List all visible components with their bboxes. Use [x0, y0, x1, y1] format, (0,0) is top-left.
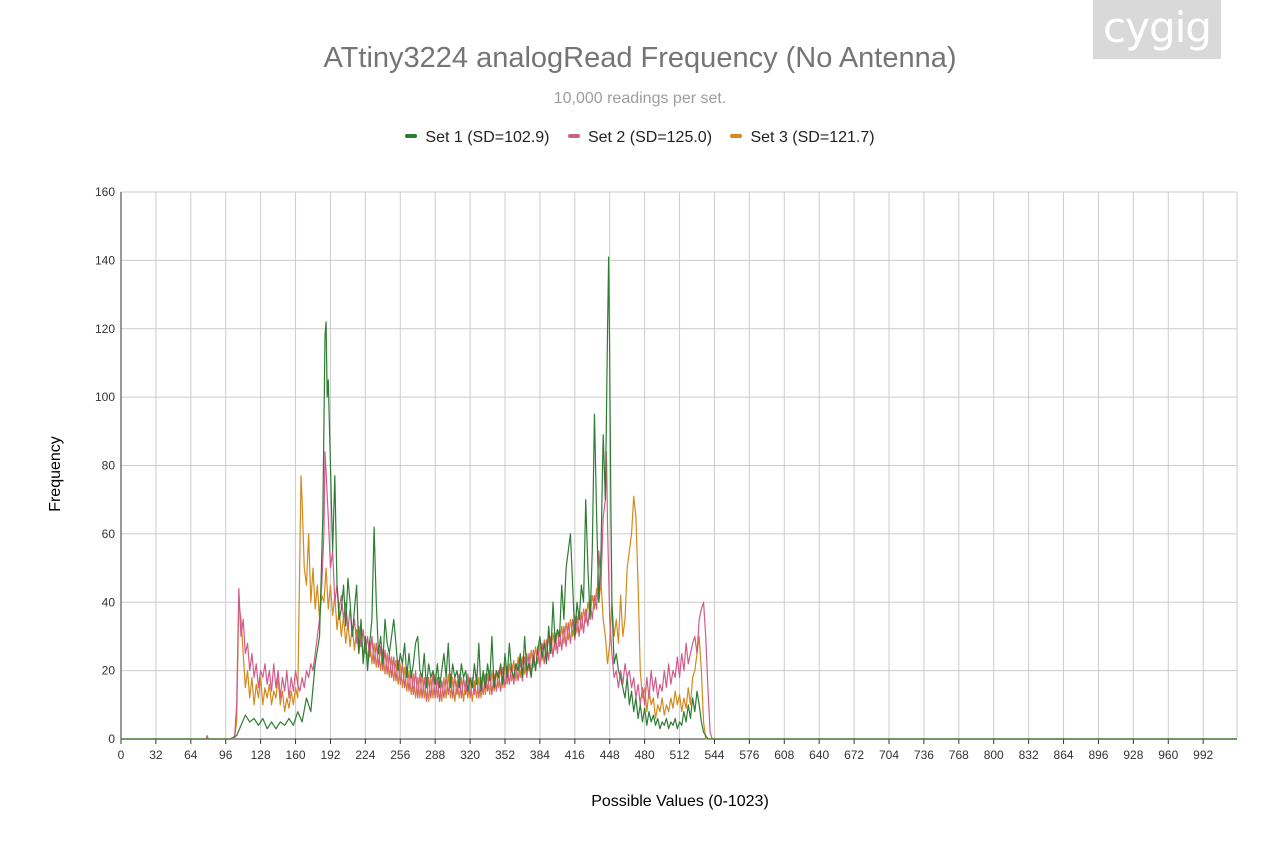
y-tick-label: 80	[102, 459, 116, 473]
x-tick-label: 64	[184, 748, 198, 762]
legend-swatch	[405, 133, 418, 138]
x-tick-label: 96	[219, 748, 233, 762]
legend-item-set-3[interactable]: Set 3 (SD=121.7)	[730, 129, 875, 147]
x-tick-label: 0	[118, 748, 125, 762]
series-line-set-2	[121, 451, 1237, 740]
x-tick-label: 160	[286, 748, 306, 762]
x-tick-label: 512	[670, 748, 690, 762]
x-tick-label: 416	[565, 748, 585, 762]
chart-legend: Set 1 (SD=102.9) Set 2 (SD=125.0) Set 3 …	[0, 129, 1280, 147]
x-tick-label: 192	[320, 748, 340, 762]
legend-swatch	[567, 133, 580, 138]
x-tick-label: 640	[809, 748, 829, 762]
x-tick-label: 384	[530, 748, 550, 762]
x-tick-label: 672	[844, 748, 864, 762]
x-axis-label: Possible Values (0-1023)	[591, 793, 769, 810]
legend-label: Set 3 (SD=121.7)	[750, 129, 875, 146]
grid-lines	[121, 191, 1238, 739]
y-tick-label: 120	[95, 322, 115, 336]
x-tick-label: 544	[704, 748, 724, 762]
y-tick-label: 100	[95, 390, 115, 404]
series-line-set-1	[121, 256, 1237, 740]
x-tick-label: 928	[1123, 748, 1143, 762]
y-tick-label: 60	[102, 527, 116, 541]
axes: 0 32 64 96 128 160 192 224 256 288 320 352 384 416 448…	[95, 185, 1237, 762]
series-lines	[121, 256, 1237, 740]
y-tick-label: 40	[102, 595, 116, 609]
x-tick-label: 864	[1054, 748, 1074, 762]
chart-title: ATtiny3224 analogRead Frequency (No Ante…	[323, 42, 957, 74]
x-tick-label: 832	[1019, 748, 1039, 762]
x-tick-label: 320	[460, 748, 480, 762]
legend-label: Set 2 (SD=125.0)	[587, 129, 713, 146]
x-tick-label: 608	[774, 748, 794, 762]
series-line-set-3	[121, 475, 1237, 740]
y-tick-label: 20	[102, 664, 116, 678]
y-tick-label: 140	[95, 253, 115, 267]
y-tick-label: 160	[95, 185, 115, 199]
legend-item-set-1[interactable]: Set 1 (SD=102.9)	[405, 129, 550, 147]
x-tick-label: 480	[635, 748, 655, 762]
chart-subtitle: 10,000 readings per set.	[553, 90, 727, 107]
legend-swatch	[730, 133, 743, 138]
brand-logo: cygig	[1093, 0, 1221, 59]
x-tick-label: 992	[1193, 748, 1213, 762]
legend-label: Set 1 (SD=102.9)	[425, 129, 550, 146]
x-tick-label: 448	[600, 748, 620, 762]
y-tick-label: 0	[108, 732, 115, 746]
x-tick-label: 576	[739, 748, 759, 762]
legend-item-set-2[interactable]: Set 2 (SD=125.0)	[567, 129, 713, 147]
x-tick-label: 960	[1158, 748, 1178, 762]
x-tick-label: 768	[949, 748, 969, 762]
x-tick-label: 736	[914, 748, 934, 762]
x-tick-label: 32	[149, 748, 163, 762]
x-tick-label: 256	[390, 748, 410, 762]
y-axis-label: Frequency	[47, 436, 64, 512]
x-tick-label: 800	[984, 748, 1004, 762]
x-tick-label: 128	[251, 748, 271, 762]
x-tick-label: 352	[495, 748, 515, 762]
x-tick-label: 704	[879, 748, 899, 762]
x-tick-label: 288	[425, 748, 445, 762]
x-tick-label: 896	[1088, 748, 1108, 762]
x-tick-label: 224	[355, 748, 375, 762]
